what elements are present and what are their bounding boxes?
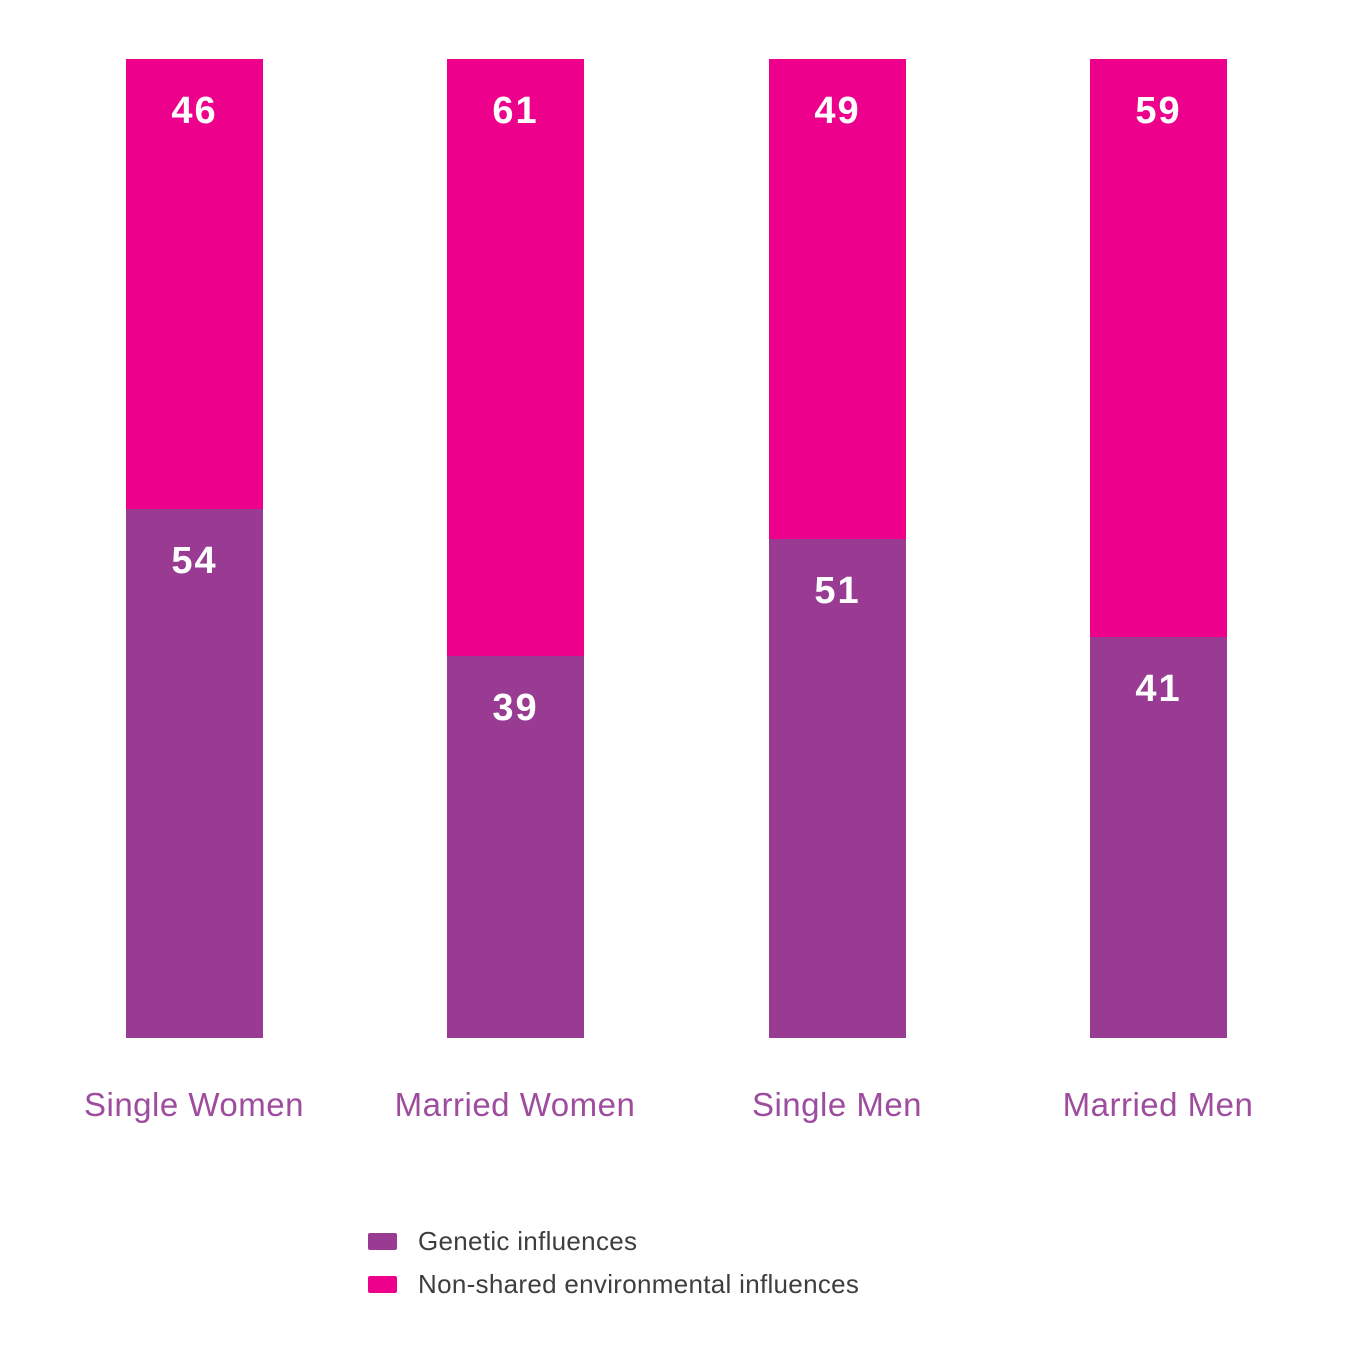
category-label-single-women: Single Women: [83, 1086, 304, 1123]
legend-row-genetic: Genetic influences: [368, 1226, 859, 1257]
segment-genetic: 51: [769, 538, 906, 1038]
segment-environmental: 59: [1090, 59, 1227, 637]
category-label-married-men: Married Men: [1062, 1086, 1254, 1123]
segment-genetic: 39: [447, 656, 584, 1038]
legend-label-genetic: Genetic influences: [418, 1226, 638, 1256]
segment-environmental: 46: [126, 59, 263, 510]
bar-single-men: 49 51: [769, 59, 906, 1038]
segment-environmental: 61: [447, 59, 584, 657]
legend-label-environmental: Non-shared environmental influences: [418, 1269, 860, 1299]
environmental-swatch-icon: [368, 1276, 397, 1293]
value-label-environmental: 61: [492, 90, 539, 132]
bar-married-men: 59 41: [1090, 59, 1227, 1038]
legend: Genetic influences Non-shared environmen…: [368, 1226, 859, 1300]
segment-genetic: 54: [126, 509, 263, 1038]
value-label-environmental: 59: [1135, 90, 1182, 132]
bar-married-women: 61 39: [447, 59, 584, 1038]
genetic-swatch-icon: [368, 1233, 397, 1250]
value-label-genetic: 51: [814, 569, 861, 612]
value-label-genetic: 39: [492, 687, 539, 730]
value-label-genetic: 54: [171, 540, 218, 583]
segment-genetic: 41: [1090, 636, 1227, 1038]
segment-environmental: 49: [769, 59, 906, 539]
legend-row-environmental: Non-shared environmental influences: [368, 1269, 859, 1300]
category-label-single-men: Single Men: [751, 1086, 923, 1123]
value-label-environmental: 49: [814, 90, 861, 132]
category-label-married-women: Married Women: [394, 1086, 636, 1123]
value-label-environmental: 46: [171, 90, 218, 132]
bar-single-women: 46 54: [126, 59, 263, 1038]
value-label-genetic: 41: [1135, 667, 1182, 710]
